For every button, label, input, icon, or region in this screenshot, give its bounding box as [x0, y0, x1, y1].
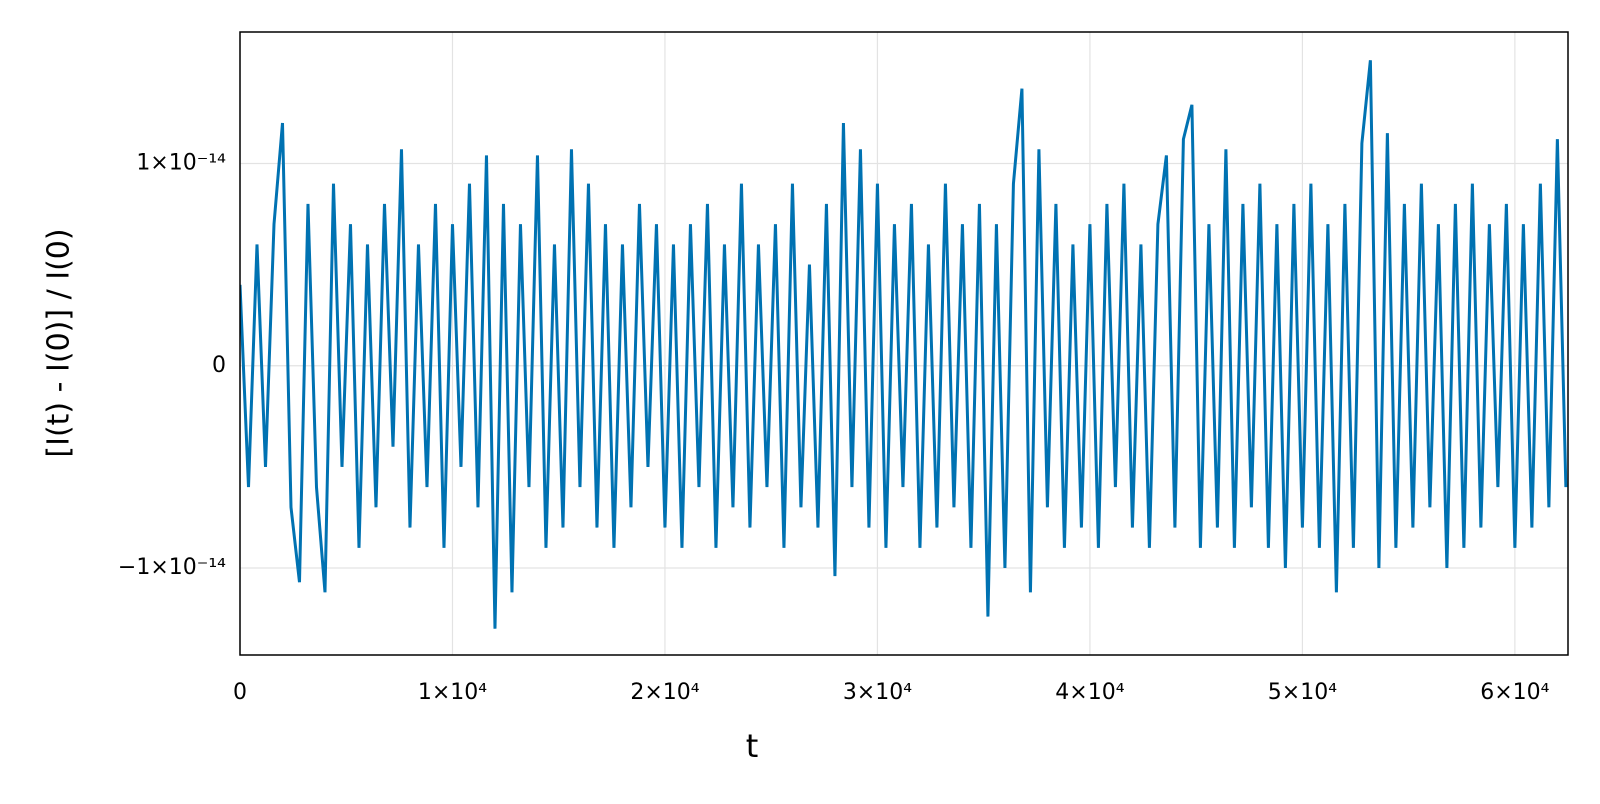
- x-tick-label: 3×10⁴: [843, 680, 912, 705]
- x-tick-label: 1×10⁴: [418, 680, 487, 705]
- x-tick-label: 4×10⁴: [1055, 680, 1124, 705]
- y-axis-label: [I(t) - I(0)] / I(0): [42, 228, 77, 457]
- data-line: [240, 60, 1568, 629]
- x-axis-label: t: [746, 727, 759, 765]
- x-tick-label: 0: [233, 680, 247, 705]
- plot-frame: [239, 31, 1569, 656]
- x-tick-label: 5×10⁴: [1268, 680, 1337, 705]
- x-tick-label: 6×10⁴: [1480, 680, 1549, 705]
- y-tick-label: 0: [212, 353, 226, 378]
- y-tick-label: −1×10⁻¹⁴: [118, 555, 226, 580]
- x-tick-label: 2×10⁴: [630, 680, 699, 705]
- y-tick-label: 1×10⁻¹⁴: [136, 150, 226, 175]
